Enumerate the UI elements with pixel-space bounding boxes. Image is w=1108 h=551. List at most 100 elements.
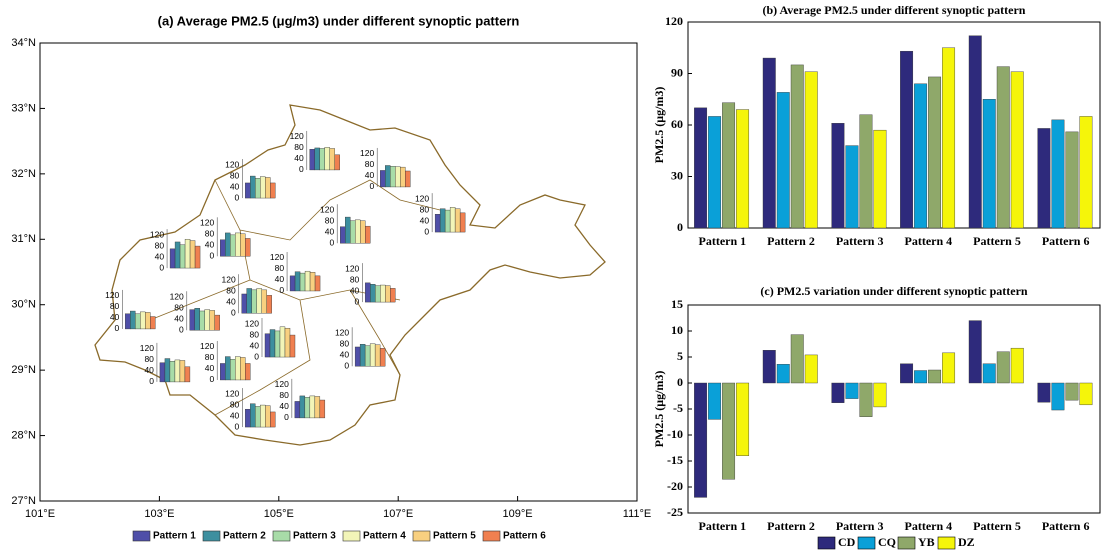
mini-bar bbox=[355, 219, 361, 244]
y-tick-label: 10 bbox=[671, 323, 683, 337]
map-frame bbox=[39, 42, 638, 502]
mini-tick-label: 120 bbox=[275, 379, 289, 389]
bar bbox=[694, 382, 708, 498]
legend-label: Pattern 1 bbox=[153, 531, 196, 542]
bar bbox=[982, 363, 996, 384]
mini-bar bbox=[230, 359, 236, 381]
mini-bar bbox=[261, 289, 267, 314]
y-tick-label: 60 bbox=[671, 117, 683, 131]
mini-tick-label: 0 bbox=[179, 324, 184, 334]
bar bbox=[722, 102, 736, 229]
mini-bar bbox=[370, 284, 376, 303]
mini-bar bbox=[235, 356, 241, 381]
mini-bar bbox=[434, 214, 441, 233]
mini-tick-label: 120 bbox=[140, 343, 154, 353]
mini-tick-label: 120 bbox=[360, 148, 374, 158]
region-boundary bbox=[94, 104, 606, 446]
bar bbox=[1037, 382, 1051, 403]
y-tick-label: 28°N bbox=[11, 429, 36, 441]
mini-tick-label: 80 bbox=[230, 399, 240, 409]
y-tick-label: 33°N bbox=[11, 102, 36, 114]
x-tick-label: 109°E bbox=[503, 508, 533, 520]
bar bbox=[845, 382, 859, 399]
bar bbox=[708, 382, 722, 420]
mini-bar bbox=[314, 396, 321, 419]
mini-bar bbox=[294, 271, 301, 292]
bar bbox=[914, 370, 928, 384]
mini-bar bbox=[245, 363, 251, 381]
mini-bar bbox=[395, 166, 401, 188]
y-tick-label: 90 bbox=[671, 65, 683, 79]
mini-bar bbox=[189, 309, 195, 331]
mini-tick-label: 40 bbox=[350, 285, 360, 295]
bar bbox=[736, 382, 750, 457]
mini-tick-label: 40 bbox=[365, 170, 375, 180]
bar bbox=[831, 123, 845, 229]
y-tick-label: 31°N bbox=[11, 233, 36, 245]
bar bbox=[982, 99, 996, 229]
legend-label: Pattern 5 bbox=[433, 531, 476, 542]
y-tick-label: 30 bbox=[671, 168, 683, 182]
mini-bar bbox=[164, 358, 171, 383]
mini-bar bbox=[245, 238, 251, 257]
mini-bar bbox=[264, 333, 271, 358]
mini-bar bbox=[260, 404, 266, 428]
mini-tick-label: 80 bbox=[230, 170, 240, 180]
mini-tick-label: 120 bbox=[105, 290, 119, 300]
bar bbox=[790, 334, 804, 384]
mini-bar bbox=[314, 275, 321, 292]
mini-bar bbox=[184, 366, 191, 383]
mini-bar bbox=[299, 395, 306, 419]
mini-tick-label: 80 bbox=[420, 204, 430, 214]
legend-label: CD bbox=[838, 535, 856, 549]
mini-tick-label: 0 bbox=[209, 374, 214, 384]
bar bbox=[776, 364, 790, 384]
bar bbox=[873, 382, 887, 408]
mini-bar bbox=[230, 234, 236, 257]
bar bbox=[996, 351, 1010, 384]
mini-bar bbox=[241, 293, 247, 314]
y-tick-label: 0 bbox=[677, 220, 683, 234]
mini-bar bbox=[266, 295, 272, 314]
bar bbox=[790, 64, 804, 229]
mini-tick-label: 0 bbox=[235, 421, 240, 431]
mini-bar bbox=[174, 359, 181, 383]
mini-tick-label: 0 bbox=[424, 226, 429, 236]
mini-bar bbox=[454, 208, 461, 233]
mini-tick-label: 80 bbox=[250, 329, 260, 339]
y-tick-label: 5 bbox=[677, 349, 683, 363]
bar bbox=[762, 350, 776, 384]
mini-tick-label: 120 bbox=[225, 159, 239, 169]
mini-bar bbox=[365, 225, 371, 244]
bar bbox=[914, 83, 928, 229]
mini-tick-label: 80 bbox=[325, 215, 335, 225]
x-tick-label: 111°E bbox=[623, 508, 651, 520]
mini-bar bbox=[135, 313, 141, 330]
mini-tick-label: 40 bbox=[144, 365, 154, 375]
mini-bar bbox=[374, 344, 381, 367]
bar bbox=[1037, 128, 1051, 229]
bar bbox=[900, 363, 914, 384]
x-tick-label: Pattern 6 bbox=[1042, 519, 1090, 533]
bar bbox=[845, 145, 859, 229]
plot-frame bbox=[687, 304, 1101, 514]
mini-tick-label: 40 bbox=[279, 401, 289, 411]
legend-swatch bbox=[272, 530, 291, 542]
mini-bar bbox=[220, 363, 226, 381]
mini-bar bbox=[179, 360, 186, 383]
mini-bar bbox=[359, 344, 366, 367]
mini-bar bbox=[189, 240, 196, 269]
x-tick-label: Pattern 5 bbox=[973, 519, 1021, 533]
bar bbox=[928, 76, 942, 229]
legend-swatch bbox=[482, 530, 501, 542]
mini-bar bbox=[289, 275, 296, 292]
mini-bar bbox=[390, 288, 396, 303]
mini-tick-label: 120 bbox=[335, 327, 349, 337]
mini-tick-label: 0 bbox=[209, 251, 214, 261]
bar bbox=[996, 66, 1010, 229]
legend-label: Pattern 2 bbox=[223, 531, 266, 542]
chart-title: (a) Average PM2.5 (μg/m3) under differen… bbox=[158, 13, 520, 28]
legend-label: CQ bbox=[878, 535, 896, 549]
mini-bar bbox=[350, 220, 356, 244]
y-tick-label: 120 bbox=[665, 14, 683, 28]
